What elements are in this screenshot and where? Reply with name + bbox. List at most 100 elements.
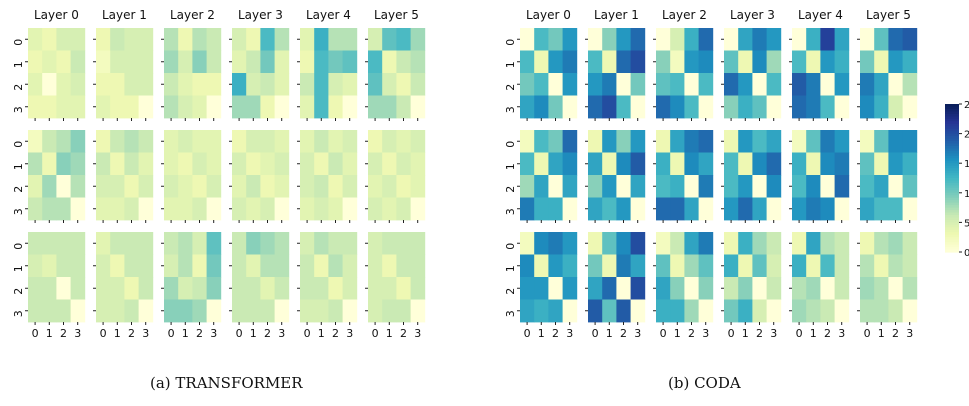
heatmap-cell: [834, 28, 850, 51]
heatmap-cell: [860, 232, 875, 255]
heatmap-cell: [766, 50, 782, 74]
heatmap-cell: [792, 95, 807, 119]
x-tick-label: 0: [660, 327, 667, 340]
heatmap-cell: [698, 130, 714, 153]
heatmap-cell: [232, 95, 247, 119]
heatmap-cell: [684, 152, 699, 176]
heatmap-cell: [860, 299, 875, 323]
heatmap-cell: [820, 299, 835, 323]
heatmap-cell: [588, 277, 603, 300]
heatmap-cell: [520, 232, 535, 255]
heatmap-cell: [874, 197, 889, 221]
colorbar-segment: [945, 247, 959, 251]
heatmap-cell: [656, 28, 671, 51]
heatmap-cell: [602, 95, 617, 119]
heatmap-cell: [70, 175, 86, 198]
heatmap-cell: [752, 152, 767, 176]
heatmap-cell: [396, 254, 411, 278]
heatmap-cell: [314, 28, 329, 51]
heatmap-cell: [684, 197, 699, 221]
colorbar-segment: [945, 239, 959, 243]
heatmap-cell: [738, 28, 753, 51]
column-title: Layer 2: [662, 8, 707, 22]
heatmap-cell: [902, 175, 918, 198]
heatmap-cell: [56, 254, 71, 278]
x-tick-label: 1: [538, 327, 545, 340]
heatmap-cell: [588, 299, 603, 323]
heatmap-cell: [28, 277, 43, 300]
heatmap-cell: [206, 130, 222, 153]
heatmap-cell: [70, 254, 86, 278]
heatmap-cell: [738, 254, 753, 278]
heatmap-cell: [820, 28, 835, 51]
heatmap-cell: [860, 254, 875, 278]
heatmap-cell: [670, 197, 685, 221]
heatmap-cell: [342, 277, 358, 300]
heatmap-cell: [520, 254, 535, 278]
heatmap-cell: [110, 254, 125, 278]
heatmap-cell: [534, 95, 549, 119]
heatmap-cell: [96, 130, 111, 153]
y-tick-label: 3: [12, 106, 25, 113]
x-tick-label: 3: [770, 327, 777, 340]
colorbar-segment: [945, 138, 959, 142]
heatmap-cell: [834, 50, 850, 74]
x-tick-label: 3: [346, 327, 353, 340]
heatmap-cell: [834, 130, 850, 153]
heatmap-cell: [670, 95, 685, 119]
heatmap-cell: [56, 73, 71, 96]
heatmap-cell: [192, 130, 207, 153]
heatmap-cell: [164, 299, 179, 323]
heatmap-cell: [192, 197, 207, 221]
heatmap-cell: [588, 152, 603, 176]
heatmap-cell: [232, 232, 247, 255]
colorbar-segment: [945, 133, 959, 137]
heatmap-cell: [602, 152, 617, 176]
heatmap-cell: [42, 277, 57, 300]
heatmap-cell: [328, 152, 343, 176]
heatmap-cell: [630, 130, 646, 153]
heatmap-cell: [684, 277, 699, 300]
heatmap-cell: [806, 130, 821, 153]
heatmap-cell: [70, 232, 86, 255]
heatmap-cell: [260, 197, 275, 221]
heatmap-cell: [602, 232, 617, 255]
heatmap-cell: [670, 50, 685, 74]
heatmap-cell: [178, 50, 193, 74]
heatmap-cell: [164, 232, 179, 255]
heatmap-cell: [874, 254, 889, 278]
heatmap-cell: [42, 95, 57, 119]
heatmap-cell: [110, 197, 125, 221]
heatmap-cell: [314, 232, 329, 255]
heatmap-cell: [246, 95, 261, 119]
heatmap-cell: [328, 28, 343, 51]
heatmap-cell: [260, 277, 275, 300]
heatmap-cell: [178, 130, 193, 153]
heatmap-cell: [684, 73, 699, 96]
colorbar-segment: [945, 182, 959, 186]
heatmap-cell: [806, 152, 821, 176]
heatmap-cell: [820, 232, 835, 255]
heatmap-cell: [834, 197, 850, 221]
heatmap-cell: [630, 299, 646, 323]
heatmap-cell: [232, 28, 247, 51]
heatmap-cell: [888, 277, 903, 300]
heatmap-cell: [656, 175, 671, 198]
heatmap-cell: [410, 254, 426, 278]
heatmap-cell: [396, 28, 411, 51]
heatmap-cell: [860, 197, 875, 221]
y-tick-label: 3: [12, 310, 25, 317]
colorbar-segment: [945, 222, 959, 226]
heatmap-cell: [206, 175, 222, 198]
colorbar-segment: [945, 192, 959, 196]
x-tick-label: 1: [606, 327, 613, 340]
x-tick-label: 0: [100, 327, 107, 340]
heatmap-cell: [274, 130, 290, 153]
heatmap-cell: [110, 28, 125, 51]
heatmap-cell: [342, 299, 358, 323]
heatmap-cell: [410, 197, 426, 221]
heatmap-cell: [548, 152, 563, 176]
heatmap-cell: [562, 130, 578, 153]
heatmap-cell: [96, 232, 111, 255]
heatmap-cell: [602, 73, 617, 96]
